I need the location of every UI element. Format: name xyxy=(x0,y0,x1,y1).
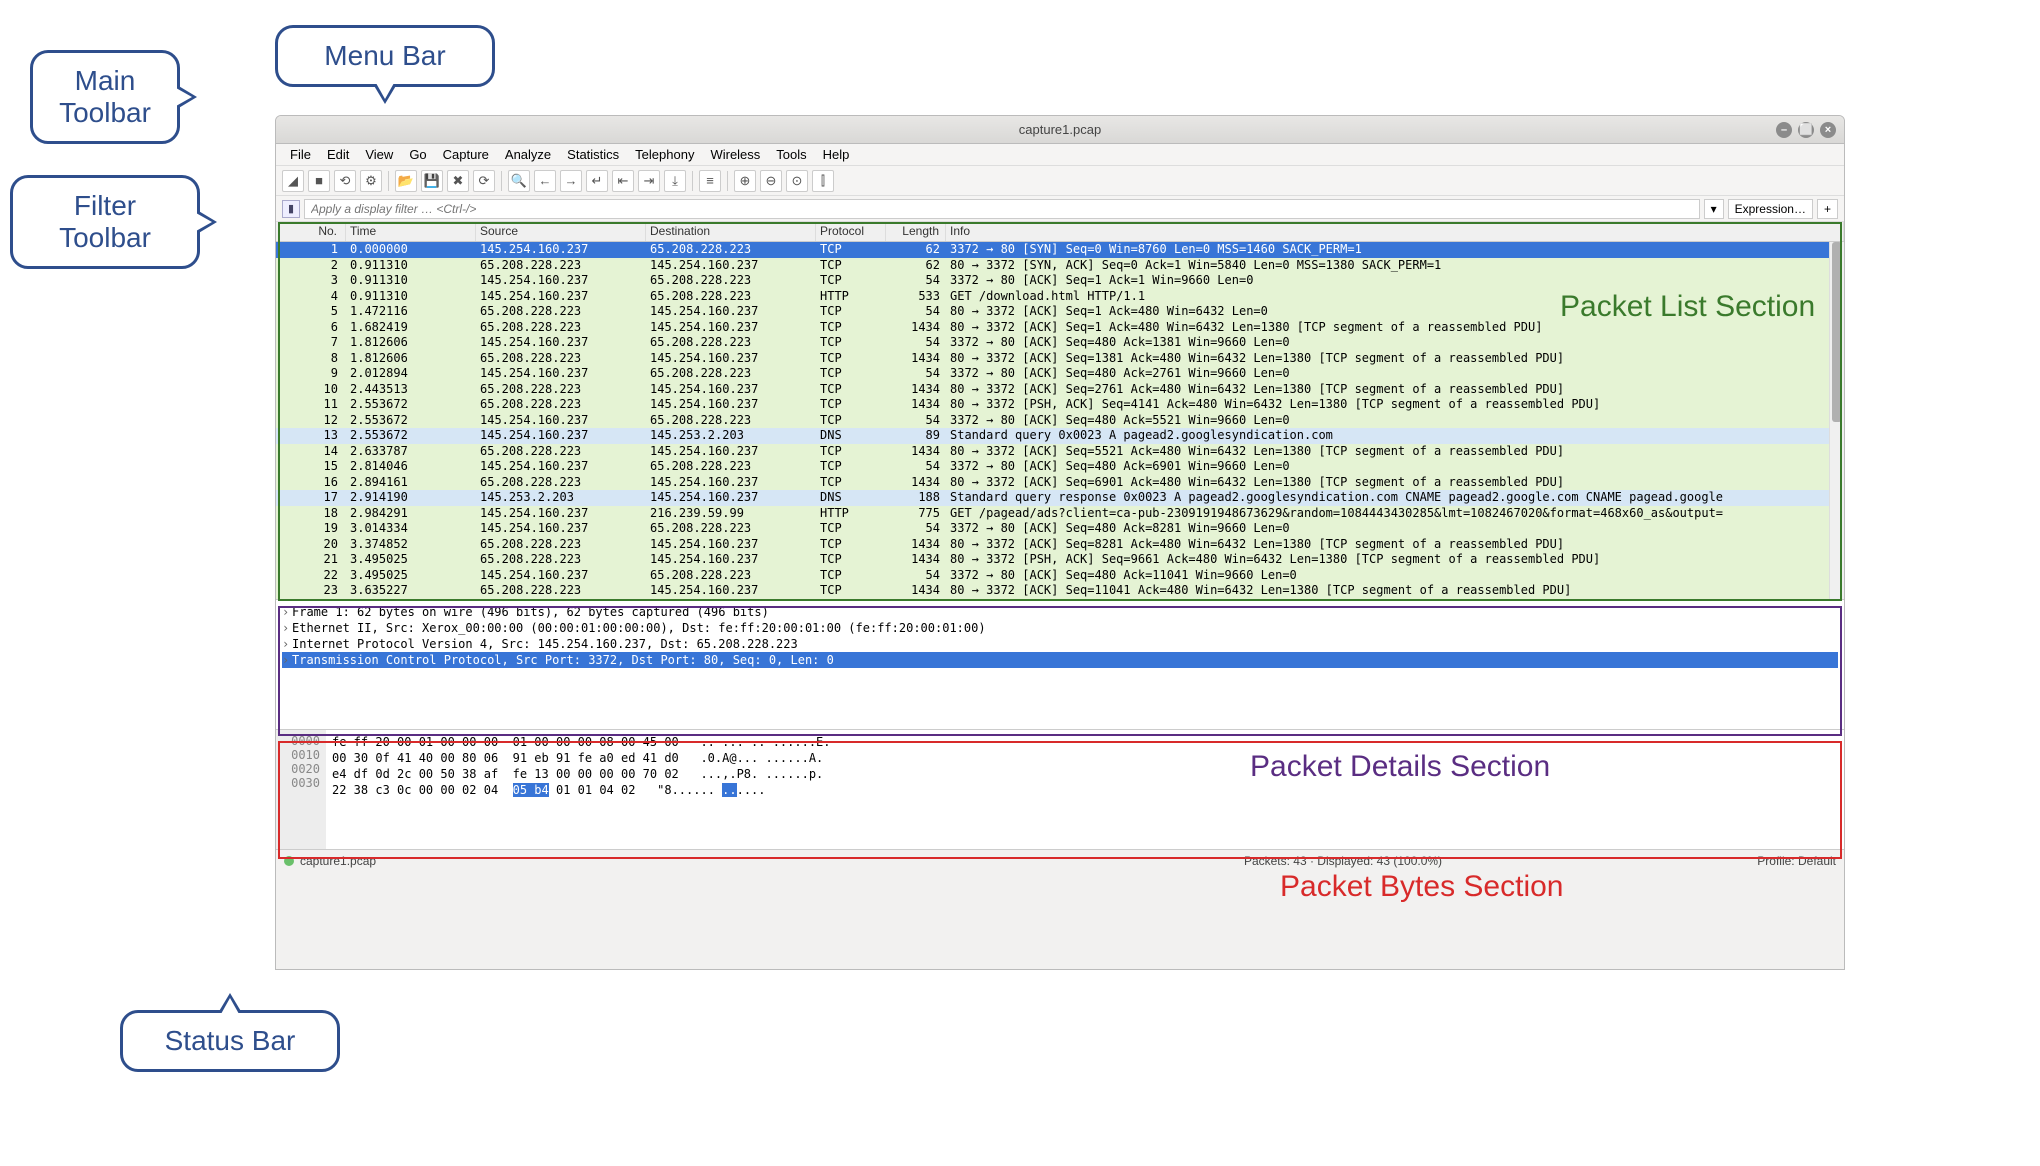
menu-go[interactable]: Go xyxy=(401,145,434,164)
label-packet-bytes: Packet Bytes Section xyxy=(1280,870,1563,904)
bytes-offset-gutter: 0000001000200030 xyxy=(276,730,326,849)
menu-statistics[interactable]: Statistics xyxy=(559,145,627,164)
bytes-hex-ascii[interactable]: fe ff 20 00 01 00 00 00 01 00 00 00 08 0… xyxy=(326,730,837,849)
table-row[interactable]: 223.495025145.254.160.23765.208.228.223T… xyxy=(276,568,1844,584)
profile-label[interactable]: Profile: Default xyxy=(1696,854,1836,868)
menu-capture[interactable]: Capture xyxy=(435,145,497,164)
zoom-reset-button[interactable]: ⊙ xyxy=(786,170,808,192)
col-header-dest[interactable]: Destination xyxy=(646,222,816,241)
minimize-button[interactable]: – xyxy=(1776,122,1792,138)
table-row[interactable]: 20.91131065.208.228.223145.254.160.237TC… xyxy=(276,258,1844,274)
expert-info-icon[interactable] xyxy=(284,856,294,866)
packet-list-header[interactable]: No. Time Source Destination Protocol Len… xyxy=(276,222,1844,242)
packet-bytes-pane[interactable]: 0000001000200030 fe ff 20 00 01 00 00 00… xyxy=(276,729,1844,849)
table-row[interactable]: 213.49502565.208.228.223145.254.160.237T… xyxy=(276,552,1844,568)
table-row[interactable]: 203.37485265.208.228.223145.254.160.237T… xyxy=(276,537,1844,553)
find-button[interactable]: 🔍 xyxy=(508,170,530,192)
callout-status-bar: Status Bar xyxy=(120,1010,340,1072)
col-header-time[interactable]: Time xyxy=(346,222,476,241)
col-header-len[interactable]: Length xyxy=(886,222,946,241)
table-row[interactable]: 81.81260665.208.228.223145.254.160.237TC… xyxy=(276,351,1844,367)
menu-wireless[interactable]: Wireless xyxy=(702,145,768,164)
col-header-no[interactable]: No. xyxy=(276,222,346,241)
menu-analyze[interactable]: Analyze xyxy=(497,145,559,164)
filter-bookmark-icon[interactable]: ▮ xyxy=(282,200,300,218)
callout-filter-toolbar: Filter Toolbar xyxy=(10,175,200,269)
resize-cols-button[interactable]: ⫿ xyxy=(812,170,834,192)
zoom-in-button[interactable]: ⊕ xyxy=(734,170,756,192)
menu-file[interactable]: File xyxy=(282,145,319,164)
next-button[interactable]: → xyxy=(560,170,582,192)
details-row[interactable]: ›Transmission Control Protocol, Src Port… xyxy=(282,652,1838,668)
table-row[interactable]: 132.553672145.254.160.237145.253.2.203DN… xyxy=(276,428,1844,444)
menu-help[interactable]: Help xyxy=(815,145,858,164)
window-title: capture1.pcap xyxy=(1019,122,1101,137)
details-row[interactable]: ›Frame 1: 62 bytes on wire (496 bits), 6… xyxy=(282,604,1838,620)
titlebar: capture1.pcap – ⬜ × xyxy=(276,116,1844,144)
packet-list-scrollbar[interactable] xyxy=(1829,242,1844,599)
jump-button[interactable]: ↵ xyxy=(586,170,608,192)
details-row[interactable]: ›Ethernet II, Src: Xerox_00:00:00 (00:00… xyxy=(282,620,1838,636)
col-header-proto[interactable]: Protocol xyxy=(816,222,886,241)
label-packet-details: Packet Details Section xyxy=(1250,750,1550,784)
packet-details-pane[interactable]: ›Frame 1: 62 bytes on wire (496 bits), 6… xyxy=(276,599,1844,729)
col-header-source[interactable]: Source xyxy=(476,222,646,241)
table-row[interactable]: 172.914190145.253.2.203145.254.160.237DN… xyxy=(276,490,1844,506)
expression-button[interactable]: Expression… xyxy=(1728,199,1813,219)
table-row[interactable]: 102.44351365.208.228.223145.254.160.237T… xyxy=(276,382,1844,398)
first-button[interactable]: ⇤ xyxy=(612,170,634,192)
main-toolbar: ◢ ■ ⟲ ⚙ 📂 💾 ✖ ⟳ 🔍 ← → ↵ ⇤ ⇥ ⤓ ≡ ⊕ ⊖ ⊙ ⫿ xyxy=(276,166,1844,196)
reload-button[interactable]: ⟳ xyxy=(473,170,495,192)
restart-capture-button[interactable]: ⟲ xyxy=(334,170,356,192)
stop-capture-button[interactable]: ■ xyxy=(308,170,330,192)
label-packet-list: Packet List Section xyxy=(1560,290,1815,324)
shark-icon[interactable]: ◢ xyxy=(282,170,304,192)
table-row[interactable]: 71.812606145.254.160.23765.208.228.223TC… xyxy=(276,335,1844,351)
table-row[interactable]: 112.55367265.208.228.223145.254.160.237T… xyxy=(276,397,1844,413)
save-button[interactable]: 💾 xyxy=(421,170,443,192)
table-row[interactable]: 193.014334145.254.160.23765.208.228.223T… xyxy=(276,521,1844,537)
zoom-out-button[interactable]: ⊖ xyxy=(760,170,782,192)
table-row[interactable]: 182.984291145.254.160.237216.239.59.99HT… xyxy=(276,506,1844,522)
filter-dropdown-button[interactable]: ▾ xyxy=(1704,199,1724,219)
table-row[interactable]: 233.63522765.208.228.223145.254.160.237T… xyxy=(276,583,1844,599)
packet-count-label: Packets: 43 · Displayed: 43 (100.0%) xyxy=(990,854,1696,868)
prev-button[interactable]: ← xyxy=(534,170,556,192)
close-file-button[interactable]: ✖ xyxy=(447,170,469,192)
status-bar: capture1.pcap Packets: 43 · Displayed: 4… xyxy=(276,849,1844,873)
callout-menu-bar: Menu Bar xyxy=(275,25,495,87)
table-row[interactable]: 142.63378765.208.228.223145.254.160.237T… xyxy=(276,444,1844,460)
add-filter-button[interactable]: + xyxy=(1817,199,1838,219)
packet-list-pane: No. Time Source Destination Protocol Len… xyxy=(276,222,1844,599)
callout-main-toolbar: Main Toolbar xyxy=(30,50,180,144)
filter-toolbar: ▮ ▾ Expression… + xyxy=(276,196,1844,222)
table-row[interactable]: 152.814046145.254.160.23765.208.228.223T… xyxy=(276,459,1844,475)
display-filter-input[interactable] xyxy=(304,199,1700,219)
menu-edit[interactable]: Edit xyxy=(319,145,357,164)
col-header-info[interactable]: Info xyxy=(946,222,1844,241)
app-window: capture1.pcap – ⬜ × FileEditViewGoCaptur… xyxy=(275,115,1845,970)
table-row[interactable]: 162.89416165.208.228.223145.254.160.237T… xyxy=(276,475,1844,491)
last-button[interactable]: ⇥ xyxy=(638,170,660,192)
colorize-button[interactable]: ≡ xyxy=(699,170,721,192)
auto-scroll-button[interactable]: ⤓ xyxy=(664,170,686,192)
maximize-button[interactable]: ⬜ xyxy=(1798,122,1814,138)
table-row[interactable]: 30.911310145.254.160.23765.208.228.223TC… xyxy=(276,273,1844,289)
menu-bar[interactable]: FileEditViewGoCaptureAnalyzeStatisticsTe… xyxy=(276,144,1844,166)
menu-telephony[interactable]: Telephony xyxy=(627,145,702,164)
capture-file-label: capture1.pcap xyxy=(300,854,376,868)
menu-tools[interactable]: Tools xyxy=(768,145,814,164)
table-row[interactable]: 92.012894145.254.160.23765.208.228.223TC… xyxy=(276,366,1844,382)
table-row[interactable]: 122.553672145.254.160.23765.208.228.223T… xyxy=(276,413,1844,429)
options-button[interactable]: ⚙ xyxy=(360,170,382,192)
table-row[interactable]: 10.000000145.254.160.23765.208.228.223TC… xyxy=(276,242,1844,258)
close-button[interactable]: × xyxy=(1820,122,1836,138)
menu-view[interactable]: View xyxy=(357,145,401,164)
details-row[interactable]: ›Internet Protocol Version 4, Src: 145.2… xyxy=(282,636,1838,652)
open-button[interactable]: 📂 xyxy=(395,170,417,192)
